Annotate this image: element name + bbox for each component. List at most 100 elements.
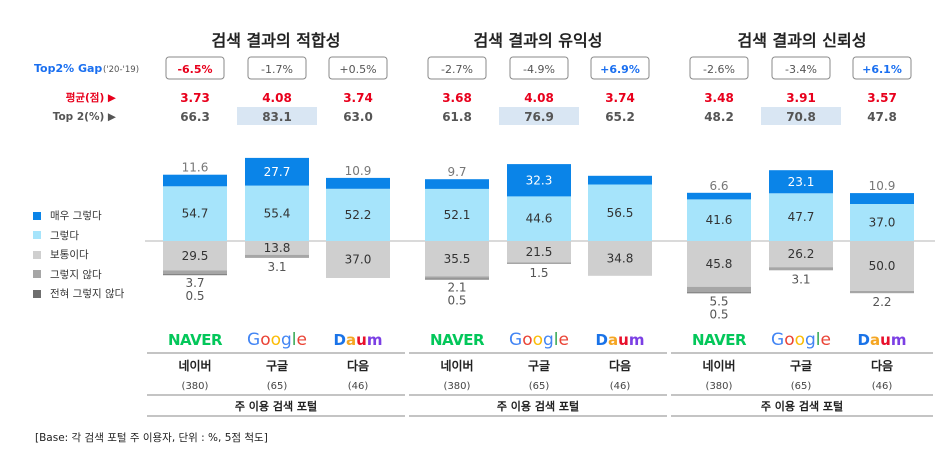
top2-value: 66.3 [180,110,210,124]
bar-very-disagree [163,274,227,276]
average-value: 4.08 [262,91,292,105]
average-value: 3.48 [704,91,734,105]
bar-very-agree [245,157,309,186]
gap-period: ('20-'19) [103,65,139,75]
bar-neutral [163,241,227,271]
portal-name: 구글 [528,359,550,373]
portal-name: 네이버 [702,358,735,373]
google-logo-letter: G [247,330,260,350]
naver-logo: NAVER [168,331,223,349]
google-logo-letter: e [821,330,831,350]
legend-label: 매우 그렇다 [50,210,102,223]
top2-highlight [237,107,317,125]
base-note: [Base: 각 검색 포털 주 이용자, 단위 : %, 5점 척도] [35,432,268,444]
panel-title: 검색 결과의 유익성 [474,31,603,50]
google-logo: Google [509,330,569,350]
label-very-agree: 9.7 [447,165,466,179]
avg-label: 평균(점) ▶ [66,91,117,104]
google-logo-letter: e [559,330,569,350]
panel-title: 검색 결과의 신뢰성 [738,31,867,50]
google-logo-letter: G [771,330,784,350]
label-agree: 41.6 [706,213,733,227]
bar-neutral [507,241,571,263]
label-very-agree: 6.6 [709,179,728,193]
daum-logo-letter: u [618,331,629,349]
label-very-disagree: 0.5 [447,294,466,308]
label-neutral: 45.8 [706,257,733,271]
bar-agree [245,185,309,241]
top2-highlight [761,107,841,125]
label-disagree: 2.2 [872,295,891,309]
legend-swatch [33,270,41,279]
portal-n: (46) [872,381,893,392]
google-logo-letter: g [805,330,816,350]
bar-agree [326,188,390,241]
bar-disagree [687,286,751,293]
portal-n: (380) [706,381,733,392]
daum-logo-letter: a [608,331,618,349]
label-neutral: 35.5 [444,252,471,266]
gap-box [328,56,388,80]
google-logo-letter: g [543,330,554,350]
legend-swatch [33,289,41,298]
naver-logo: NAVER [692,331,747,349]
portal-n: (65) [791,381,812,392]
bar-very-disagree [687,292,751,294]
label-disagree: 3.1 [267,260,286,274]
gap-box [247,56,307,80]
gap-value: -4.9% [523,63,555,76]
bar-neutral [588,241,652,276]
bar-disagree [850,291,914,294]
legend-label: 전혀 그렇지 않다 [50,288,125,301]
label-very-agree: 11.6 [182,161,209,175]
bar-very-agree [425,179,489,189]
top2-value: 48.2 [704,110,734,124]
google-logo-letter: G [509,330,522,350]
gap-box [852,56,912,80]
legend-swatch [33,231,41,240]
naver-logo: NAVER [430,331,485,349]
gap-box [689,56,749,80]
average-value: 3.74 [343,91,373,105]
portal-name: 네이버 [178,358,211,373]
gap-value: +0.5% [339,63,376,76]
google-logo-letter: o [271,330,281,350]
bar-neutral [850,241,914,291]
average-value: 3.91 [786,91,816,105]
label-agree: 55.4 [264,206,291,220]
bar-neutral [769,241,833,268]
bar-disagree [425,276,489,279]
google-logo: Google [247,330,307,350]
top2-value: 65.2 [605,110,635,124]
top2-value: 63.0 [343,110,373,124]
daum-logo-letter: m [629,331,645,349]
label-very-agree: 27.7 [264,165,291,179]
bar-neutral [245,241,309,255]
bar-disagree [163,270,227,275]
bar-very-agree [507,164,571,197]
legend-item-disagree: 그렇지 않다 [33,265,124,285]
label-neutral: 29.5 [182,249,209,263]
bar-neutral [425,241,489,277]
bar-very-agree [588,175,652,185]
bar-very-disagree [425,278,489,280]
label-disagree: 2.1 [447,281,466,295]
bar-neutral [326,241,390,278]
daum-logo: Daum [858,331,907,349]
footer-label: 주 이용 검색 포털 [235,399,317,413]
top2-value: 70.8 [786,110,816,124]
label-agree: 52.1 [444,208,471,222]
google-logo-letter: l [292,330,297,350]
google-logo-letter: l [554,330,559,350]
bar-disagree [769,267,833,271]
label-agree: 37.0 [869,216,896,230]
gap-box [427,56,487,80]
gap-value: -3.4% [785,63,817,76]
daum-logo-letter: D [596,331,608,349]
google-logo-letter: e [297,330,307,350]
label-very-agree: 10.9 [869,179,896,193]
label-agree: 56.5 [607,206,634,220]
bar-agree [850,204,914,241]
label-agree: 47.7 [788,210,815,224]
daum-logo: Daum [596,331,645,349]
